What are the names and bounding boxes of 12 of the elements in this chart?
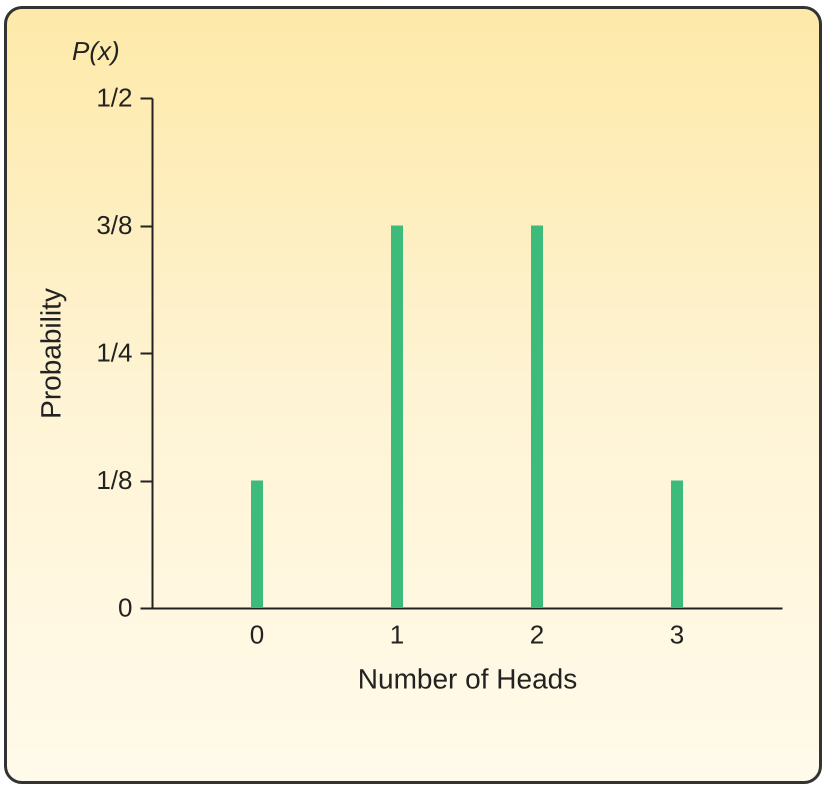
y-axis-title: Probability xyxy=(35,288,66,419)
chart-title: P(x) xyxy=(72,36,120,66)
y-tick-label: 1/2 xyxy=(96,82,132,112)
y-tick-label: 3/8 xyxy=(96,210,132,240)
y-tick-label: 1/8 xyxy=(96,465,132,495)
y-tick-label: 0 xyxy=(118,592,132,622)
x-tick-label: 0 xyxy=(250,620,264,650)
x-tick-label: 1 xyxy=(390,620,404,650)
x-tick-label: 2 xyxy=(530,620,544,650)
x-tick-label: 3 xyxy=(670,620,684,650)
y-tick-label: 1/4 xyxy=(96,338,132,368)
x-axis-title: Number of Heads xyxy=(358,664,578,694)
